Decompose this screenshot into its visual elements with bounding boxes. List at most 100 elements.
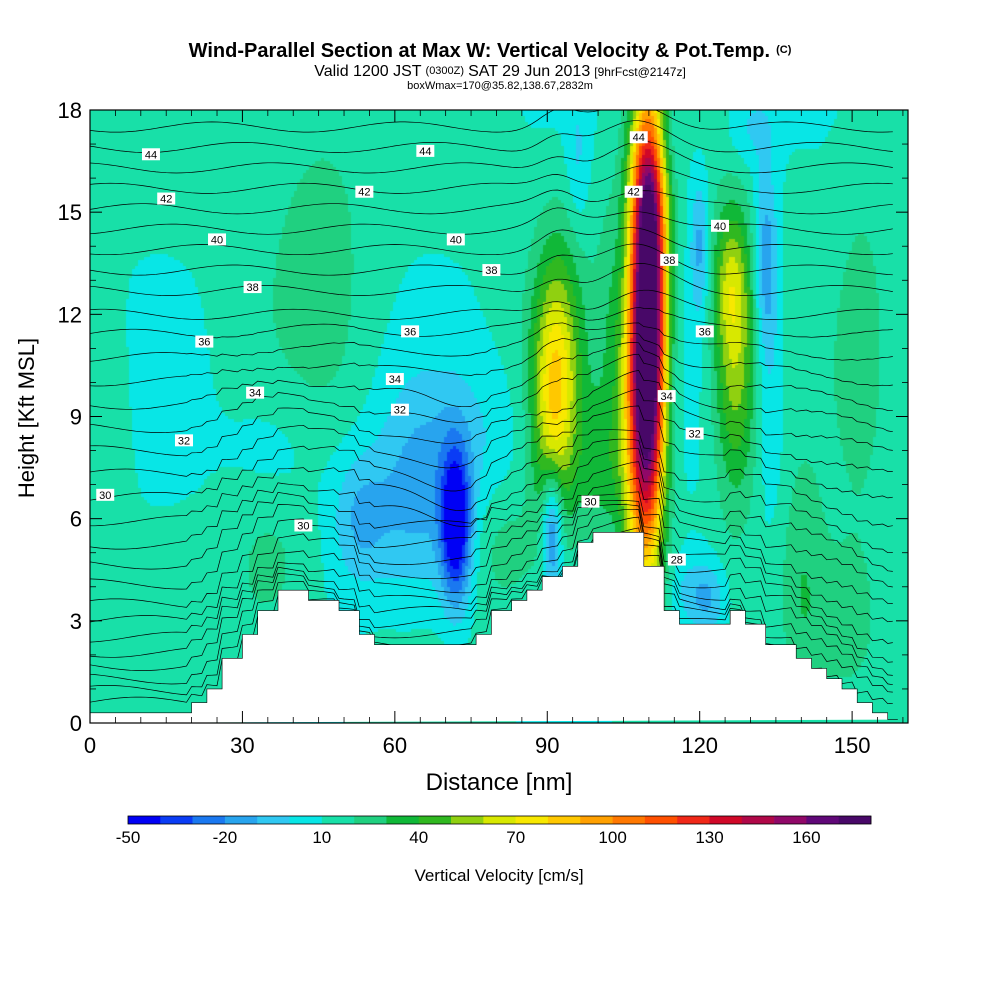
contour-label-box: [246, 386, 265, 399]
colorbar-swatch: [128, 816, 161, 824]
isentrope-line: [90, 342, 893, 412]
chart-title: Wind-Parallel Section at Max W: Vertical…: [189, 40, 792, 62]
contour-label-text: 30: [297, 520, 309, 532]
contour-label-text: 36: [699, 326, 711, 338]
chart-title-text: Wind-Parallel Section at Max W: Vertical…: [189, 40, 770, 62]
contour-label-text: 42: [358, 187, 370, 199]
y-tick-label: 18: [58, 98, 82, 123]
contour-label: 44: [629, 131, 648, 144]
contour-label-box: [174, 434, 193, 447]
contour-label: 34: [385, 373, 404, 386]
contour-label-box: [660, 253, 679, 266]
colorbar-frame: [127, 815, 872, 825]
contour-label: 32: [390, 403, 409, 417]
contour-label-text: 44: [633, 132, 645, 144]
isentrope-line: [90, 461, 893, 590]
isentrope-line: [90, 353, 893, 433]
contour-label-box: [416, 144, 435, 157]
contour-label: 38: [243, 281, 262, 294]
colorbar-swatch: [741, 816, 775, 824]
contour-label-box: [157, 192, 176, 205]
contour-label: 32: [685, 427, 704, 441]
subtitle-utc: (0300Z): [426, 65, 465, 77]
contour-label-box: [294, 519, 313, 532]
chart-subtitle: Valid 1200 JST (0300Z) SAT 29 Jun 2013 [9hr…: [314, 63, 686, 80]
contour-label-box: [141, 148, 160, 161]
colorbar-swatch: [709, 816, 743, 824]
contour-label-box: [355, 185, 374, 198]
contour-label: 30: [581, 495, 600, 509]
contour-label-text: 36: [198, 337, 210, 349]
colorbar-swatch: [806, 816, 839, 824]
colorbar-swatch: [224, 816, 258, 824]
contour-label-text: 40: [450, 234, 462, 246]
colorbar-swatch: [451, 816, 484, 824]
contour-label-text: 34: [389, 374, 401, 386]
x-tick-label: 90: [535, 733, 559, 758]
isentrope-line: [90, 263, 893, 296]
contour-label: 40: [208, 233, 227, 246]
contour-label-box: [401, 325, 420, 338]
contour-label-text: 30: [99, 490, 111, 502]
contour-label: 40: [446, 233, 465, 246]
isentrope-line: [90, 120, 893, 153]
contour-label: 36: [195, 335, 214, 349]
contour-label: 32: [174, 434, 193, 447]
colorbar-swatch: [160, 816, 193, 824]
contour-label-text: 34: [661, 391, 673, 403]
contour-labels: 30 32 34 36 38 40 42 44 30 32 34 36 38 40 42 44 30 44 42 38…: [96, 131, 730, 567]
x-tick-label: 30: [230, 733, 254, 758]
x-axis-label: Distance [nm]: [426, 769, 573, 796]
y-tick-label: 15: [58, 200, 82, 225]
colorbar-tick-label: 10: [312, 828, 331, 847]
isentrope-line: [90, 516, 893, 686]
contour-label-box: [208, 233, 227, 246]
isentrope-line: [90, 448, 893, 572]
isentrope-line: [90, 165, 893, 194]
colorbar-swatch: [774, 816, 807, 824]
colorbar-tick-label: 40: [409, 828, 428, 847]
contour-label-text: 32: [688, 429, 700, 441]
contour-label-box: [581, 495, 600, 508]
contour-label: 44: [416, 144, 435, 158]
subtitle-date: SAT 29 Jun 2013: [468, 63, 590, 80]
contour-label: 42: [355, 185, 374, 199]
colorbar-swatch: [580, 816, 613, 824]
x-tick-label: 150: [834, 733, 871, 758]
contour-label-text: 44: [145, 149, 157, 161]
x-tick-label: 120: [681, 733, 718, 758]
contour-label-text: 38: [485, 265, 497, 277]
colorbar-tick-label: -20: [213, 828, 238, 847]
contour-label-text: 36: [404, 326, 416, 338]
contour-label: 42: [157, 192, 176, 206]
y-tick-label: 6: [70, 507, 82, 532]
colorbar-swatch: [515, 816, 549, 824]
x-tick-label: 0: [84, 733, 96, 758]
subtitle-valid: Valid 1200 JST: [314, 63, 422, 80]
potential-temperature-contours: [90, 110, 893, 705]
contour-label: 30: [96, 488, 115, 502]
contour-label-box: [482, 264, 501, 277]
isentrope-line: [90, 289, 893, 320]
isentrope-line: [90, 508, 893, 676]
contour-label: 28: [667, 553, 686, 567]
isentrope-line: [90, 140, 893, 174]
contour-label: 40: [711, 219, 730, 233]
isentrope-line: [90, 110, 893, 133]
colorbar-tick-label: -50: [116, 828, 141, 847]
contour-label-box: [624, 185, 643, 198]
contour-label-text: 42: [628, 187, 640, 199]
contour-label-text: 34: [249, 388, 261, 400]
contour-label-text: 30: [584, 497, 596, 509]
contour-label-box: [657, 390, 676, 403]
isentrope-line: [90, 477, 893, 608]
colorbar-tick-label: 130: [695, 828, 723, 847]
isentrope-line: [90, 429, 893, 527]
contour-label-text: 28: [671, 555, 683, 567]
isentrope-line: [90, 388, 893, 477]
isentrope-line: [90, 499, 893, 644]
contour-label-box: [629, 131, 648, 144]
isentrope-line: [90, 306, 893, 339]
